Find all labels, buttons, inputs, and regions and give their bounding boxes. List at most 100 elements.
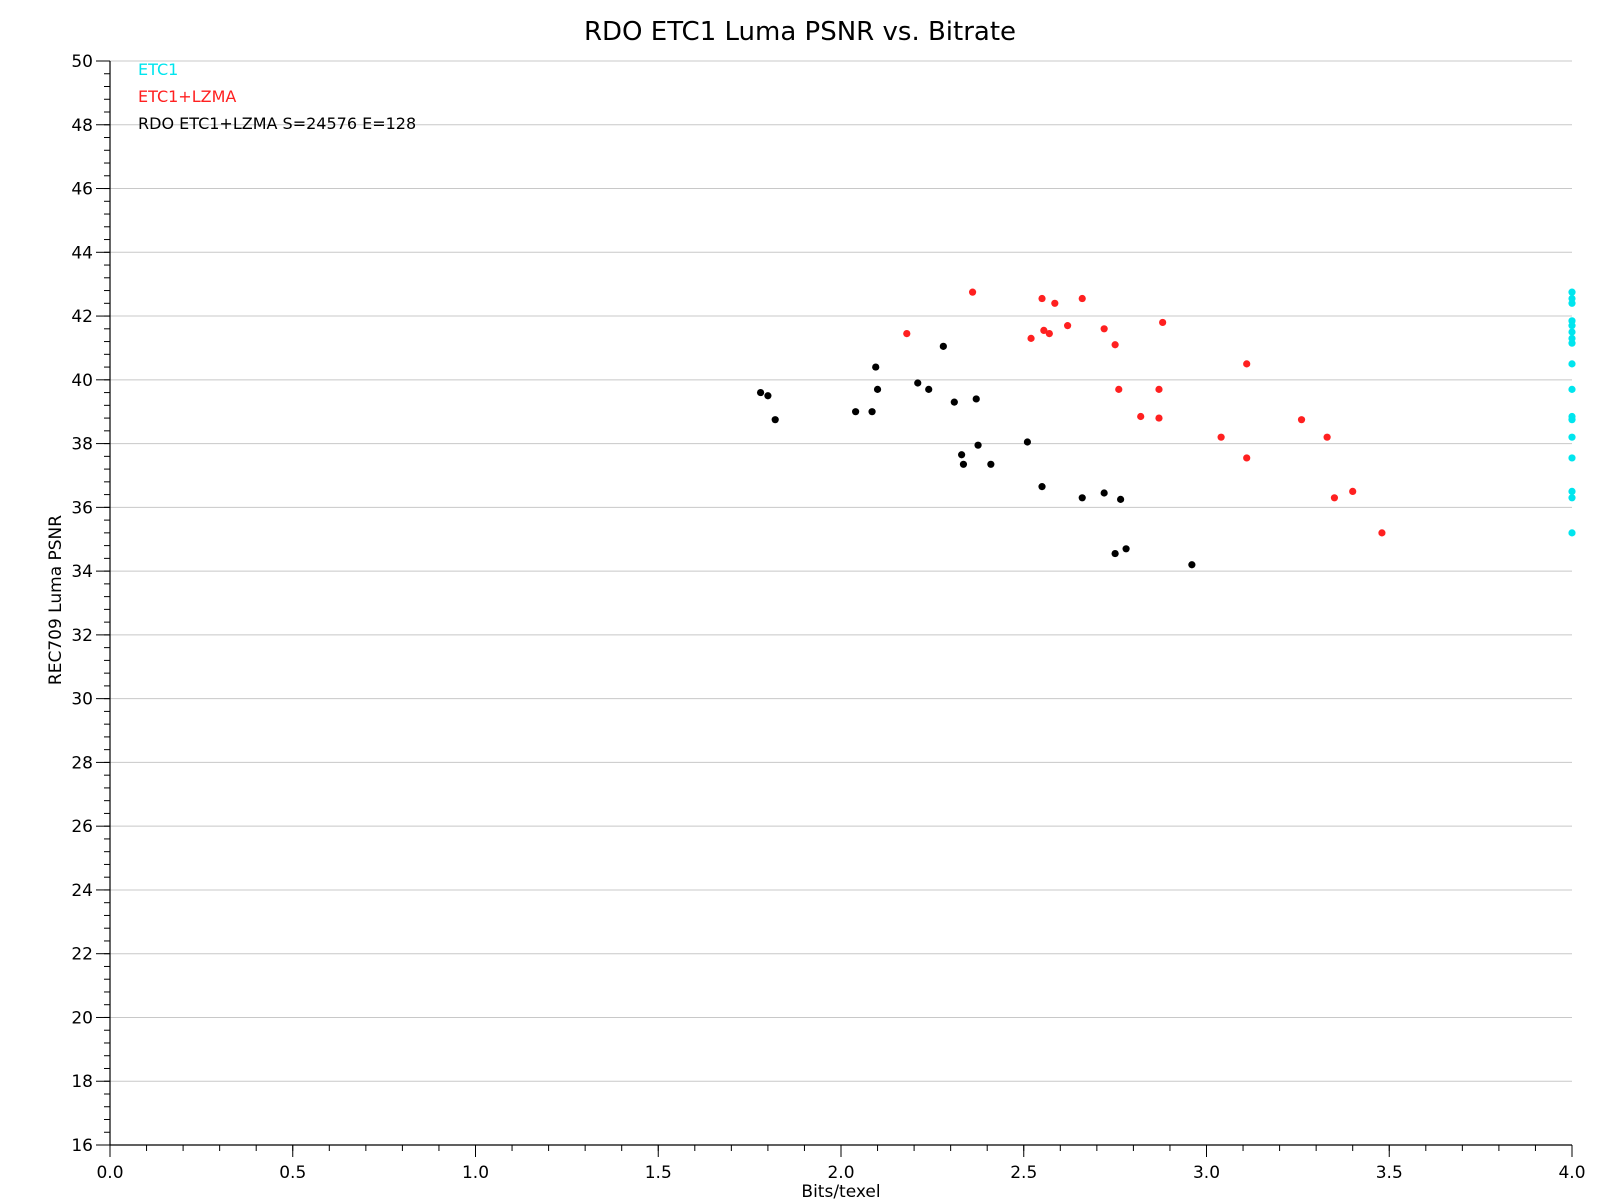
y-axis-label: REC709 Luma PSNR xyxy=(46,515,66,685)
y-tick-label: 44 xyxy=(71,243,93,263)
data-point xyxy=(1115,385,1123,393)
y-tick-label: 20 xyxy=(71,1008,93,1028)
y-tick-label: 32 xyxy=(71,626,93,646)
y-tick-label: 24 xyxy=(71,881,93,901)
data-point xyxy=(950,398,958,406)
data-point xyxy=(1330,494,1339,502)
data-point xyxy=(974,441,982,449)
data-point xyxy=(1117,495,1125,503)
data-point xyxy=(1111,549,1119,558)
x-axis-label: Bits/texel xyxy=(801,1182,880,1200)
y-tick-label: 26 xyxy=(71,817,93,837)
data-point xyxy=(1378,529,1386,537)
data-point xyxy=(1568,529,1576,537)
data-point xyxy=(1568,328,1576,336)
data-point xyxy=(939,342,947,350)
data-point xyxy=(1155,385,1163,393)
data-point xyxy=(1159,318,1167,327)
y-tick-label: 48 xyxy=(71,116,93,136)
x-tick-label: 2.0 xyxy=(827,1163,854,1183)
legend-entry: ETC1+LZMA xyxy=(138,87,236,106)
legend-entry: RDO ETC1+LZMA S=24576 E=128 xyxy=(138,114,416,133)
y-tick-label: 38 xyxy=(71,435,93,455)
data-point xyxy=(1568,494,1576,502)
data-point xyxy=(1064,322,1072,330)
y-tick-label: 16 xyxy=(71,1136,93,1156)
data-point xyxy=(1111,341,1119,349)
data-point xyxy=(1040,326,1048,335)
data-point xyxy=(925,385,933,393)
points-layer xyxy=(756,288,1576,569)
axis-layer: 16 18 20 22 24 26 28 30 32 34 36 38 40 42 44 46 48 50 0.0 0… xyxy=(71,52,1585,1183)
x-tick-label: 4.0 xyxy=(1558,1163,1585,1183)
data-point xyxy=(872,363,880,371)
y-tick-label: 28 xyxy=(71,753,93,773)
data-point xyxy=(1155,414,1163,422)
y-tick-label: 30 xyxy=(71,690,93,710)
data-point xyxy=(1078,494,1086,502)
legend: ETC1 ETC1+LZMA RDO ETC1+LZMA S=24576 E=128 xyxy=(138,60,416,133)
y-tick-label: 22 xyxy=(71,945,93,965)
data-point xyxy=(1568,360,1576,368)
data-point xyxy=(972,395,980,403)
data-point xyxy=(1122,545,1130,553)
data-point xyxy=(1568,487,1576,496)
data-point xyxy=(1078,294,1086,303)
data-point xyxy=(1038,294,1046,303)
data-point xyxy=(1349,487,1357,496)
y-tick-label: 18 xyxy=(71,1072,93,1092)
y-tick-label: 50 xyxy=(71,52,93,72)
data-point xyxy=(756,388,765,397)
x-tick-label: 0.0 xyxy=(96,1163,123,1183)
data-point xyxy=(914,379,922,387)
data-point xyxy=(1568,433,1576,441)
data-point xyxy=(1217,433,1225,441)
x-tick-label: 3.0 xyxy=(1193,1163,1220,1183)
data-point xyxy=(1323,433,1331,441)
data-point xyxy=(1045,329,1053,338)
data-point xyxy=(1568,454,1576,462)
data-point xyxy=(958,451,966,459)
data-point xyxy=(873,385,882,393)
y-tick-label: 46 xyxy=(71,180,93,200)
data-point xyxy=(771,416,779,424)
data-point xyxy=(1100,489,1108,497)
chart-title: RDO ETC1 Luma PSNR vs. Bitrate xyxy=(584,17,1016,47)
data-point xyxy=(868,408,876,416)
data-point xyxy=(1023,438,1032,446)
x-tick-label: 3.5 xyxy=(1376,1163,1403,1183)
data-point xyxy=(1568,288,1576,296)
data-point xyxy=(1051,299,1059,307)
data-point xyxy=(1243,360,1251,368)
y-tick-label: 40 xyxy=(71,371,93,391)
data-point xyxy=(1568,299,1576,307)
x-tick-label: 1.0 xyxy=(462,1163,489,1183)
data-point xyxy=(1568,322,1576,330)
grid-layer xyxy=(110,60,1572,1082)
x-tick-label: 1.5 xyxy=(645,1163,672,1183)
data-point xyxy=(1100,325,1108,333)
data-point xyxy=(959,460,968,468)
data-point xyxy=(968,288,977,296)
data-point xyxy=(1027,334,1035,342)
data-point xyxy=(852,408,860,416)
data-point xyxy=(903,329,911,338)
x-tick-label: 2.5 xyxy=(1010,1163,1037,1183)
data-point xyxy=(764,392,772,400)
data-point xyxy=(1568,385,1576,393)
data-point xyxy=(1297,416,1306,424)
y-tick-label: 42 xyxy=(71,307,93,327)
data-point xyxy=(1137,412,1145,421)
legend-entry: ETC1 xyxy=(138,60,178,79)
y-tick-label: 34 xyxy=(71,562,93,582)
data-point xyxy=(1568,339,1576,347)
y-tick-label: 36 xyxy=(71,498,93,518)
data-point xyxy=(987,460,995,468)
x-tick-label: 0.5 xyxy=(279,1163,306,1183)
data-point xyxy=(1243,454,1251,462)
data-point xyxy=(1188,561,1196,569)
data-point xyxy=(1038,483,1046,491)
data-point xyxy=(1568,416,1576,424)
